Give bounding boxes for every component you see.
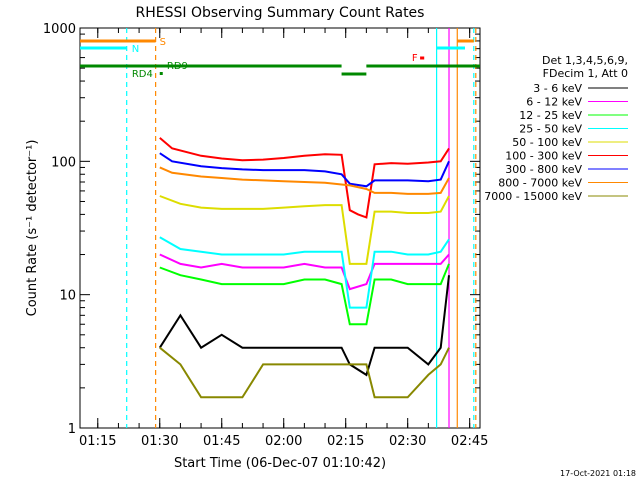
legend-entry-label: 300 - 800 keV [505, 163, 582, 176]
y-tick-label: 100 [51, 155, 76, 170]
annotation-label-n: N [132, 44, 139, 55]
annotation-label-rd9: RD9 [167, 61, 188, 72]
legend-entry-label: 25 - 50 keV [519, 123, 582, 136]
series-line [159, 152, 450, 188]
y-tick-label: 10 [59, 289, 76, 304]
annotation-label-f: F [412, 53, 418, 64]
x-tick-label: 02:00 [265, 434, 302, 449]
chart-title: RHESSI Observing Summary Count Rates [136, 5, 425, 21]
plot-frame [79, 27, 481, 429]
legend-entry-label: 100 - 300 keV [505, 150, 582, 163]
legend-entry-label: 800 - 7000 keV [498, 177, 582, 190]
series-line [159, 166, 450, 195]
legend-entry-label: 6 - 12 keV [526, 96, 582, 109]
legend-entry-label: 12 - 25 keV [519, 109, 582, 122]
legend-entry-label: 3 - 6 keV [533, 82, 582, 95]
annotation-label-rd4: RD4 [132, 69, 153, 80]
y-axis-label: Count Rate (s⁻¹ detector⁻¹) [25, 140, 40, 317]
legend-entry-label: 50 - 100 keV [512, 136, 582, 149]
series-line [159, 263, 450, 326]
y-tick-label: 1 [68, 422, 76, 437]
series-line [159, 195, 450, 265]
y-tick-labels: 1 10 100 1000 [43, 22, 76, 437]
flag-bars: S N RD9 RD4 F [80, 37, 480, 80]
series-lines [158, 137, 450, 399]
x-tick-label: 02:30 [389, 434, 426, 449]
series-line [159, 236, 450, 309]
rd4-marker [159, 72, 163, 75]
vertical-markers [126, 28, 477, 428]
legend-header-line-1: Det 1,3,4,5,6,9, [542, 54, 628, 67]
x-axis-label: Start Time (06-Dec-07 01:10:42) [174, 456, 386, 471]
x-tick-label: 01:15 [79, 434, 116, 449]
x-tick-label: 02:45 [451, 434, 488, 449]
annotation-label-s: S [160, 37, 166, 48]
series-line [158, 275, 450, 377]
series-line [159, 346, 450, 399]
x-tick-labels: 01:15 01:30 01:45 02:00 02:15 02:30 02:45 [79, 434, 488, 449]
series-line [159, 253, 450, 291]
legend-entry-label: 7000 - 15000 keV [484, 190, 582, 203]
y-tick-label: 1000 [43, 22, 76, 37]
x-tick-label: 02:15 [327, 434, 364, 449]
footer-date: 17-Oct-2021 01:18 [560, 469, 636, 478]
series-line [159, 137, 450, 219]
axis-ticks [80, 27, 480, 429]
x-tick-label: 01:45 [203, 434, 240, 449]
x-tick-label: 01:30 [141, 434, 178, 449]
legend: Det 1,3,4,5,6,9, FDecim 1, Att 0 3 - 6 k… [484, 54, 628, 203]
legend-header-line-2: FDecim 1, Att 0 [543, 67, 628, 80]
